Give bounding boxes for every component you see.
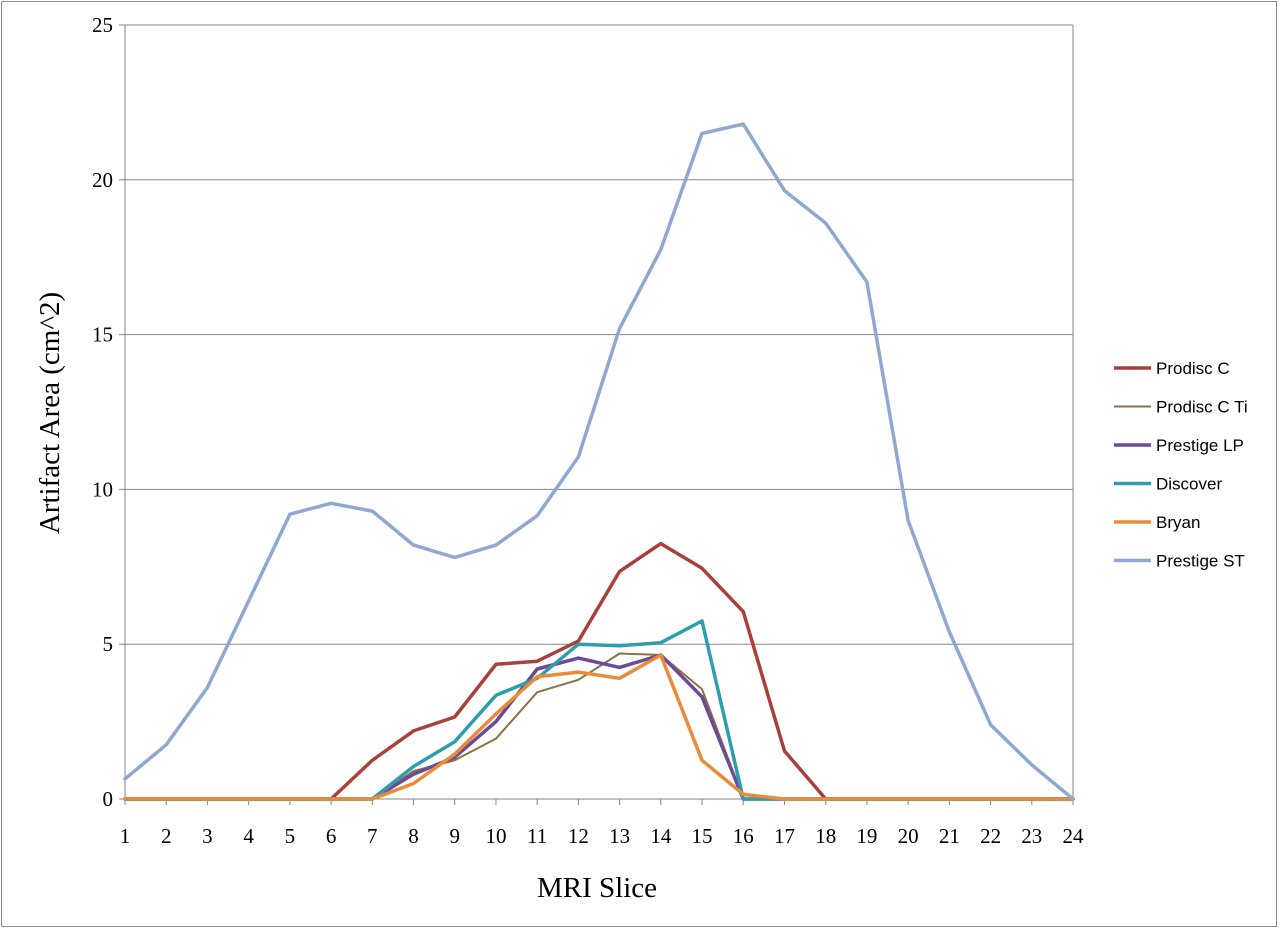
- y-tick-label: 25: [92, 13, 113, 37]
- x-tick-label: 20: [898, 824, 919, 848]
- x-tick-label: 8: [408, 824, 419, 848]
- x-tick-label: 16: [733, 824, 754, 848]
- y-tick-label: 0: [103, 787, 114, 811]
- x-tick-label: 4: [243, 824, 254, 848]
- x-tick-label: 11: [527, 824, 547, 848]
- x-tick-label: 24: [1063, 824, 1085, 848]
- series-line-discover: [123, 619, 1075, 801]
- series-lines: [123, 122, 1075, 801]
- y-axis-title: Artifact Area (cm^2): [34, 292, 66, 534]
- x-tick-label: 5: [285, 824, 296, 848]
- x-tick-label: 15: [692, 824, 713, 848]
- y-tick-label: 15: [92, 323, 113, 347]
- x-tick-label: 18: [815, 824, 836, 848]
- y-tick-label: 5: [103, 632, 114, 656]
- x-tick-label: 19: [856, 824, 877, 848]
- series-line-prestige-st: [123, 122, 1075, 801]
- x-tick-label: 6: [326, 824, 337, 848]
- series-line-bryan: [123, 653, 1075, 801]
- x-tick-label: 14: [650, 824, 672, 848]
- x-tick-label: 9: [449, 824, 460, 848]
- axes: [119, 24, 1074, 805]
- legend-label-prodisc-c: Prodisc C: [1156, 359, 1230, 378]
- x-tick-label: 10: [485, 824, 506, 848]
- y-tick-label: 20: [92, 168, 113, 192]
- x-tick-label: 12: [568, 824, 589, 848]
- x-tick-label: 21: [939, 824, 960, 848]
- legend: Prodisc C Prodisc C Ti Prestige LP Discover…: [1114, 359, 1248, 571]
- x-tick-label: 1: [120, 824, 131, 848]
- y-tick-label: 10: [92, 477, 113, 501]
- legend-label-bryan: Bryan: [1156, 513, 1200, 532]
- legend-label-prodisc-c-ti: Prodisc C Ti: [1156, 398, 1248, 417]
- x-tick-label: 2: [161, 824, 172, 848]
- x-tick-label: 13: [609, 824, 630, 848]
- x-tick-label: 17: [774, 824, 795, 848]
- legend-label-discover: Discover: [1156, 475, 1222, 494]
- x-axis-title: MRI Slice: [537, 872, 657, 904]
- x-tick-label: 7: [367, 824, 378, 848]
- legend-label-prestige-st: Prestige ST: [1156, 552, 1245, 571]
- x-tick-label: 3: [202, 824, 213, 848]
- gridlines: [125, 24, 1073, 645]
- x-tick-label: 22: [980, 824, 1001, 848]
- legend-label-prestige-lp: Prestige LP: [1156, 436, 1244, 455]
- x-tick-label: 23: [1021, 824, 1042, 848]
